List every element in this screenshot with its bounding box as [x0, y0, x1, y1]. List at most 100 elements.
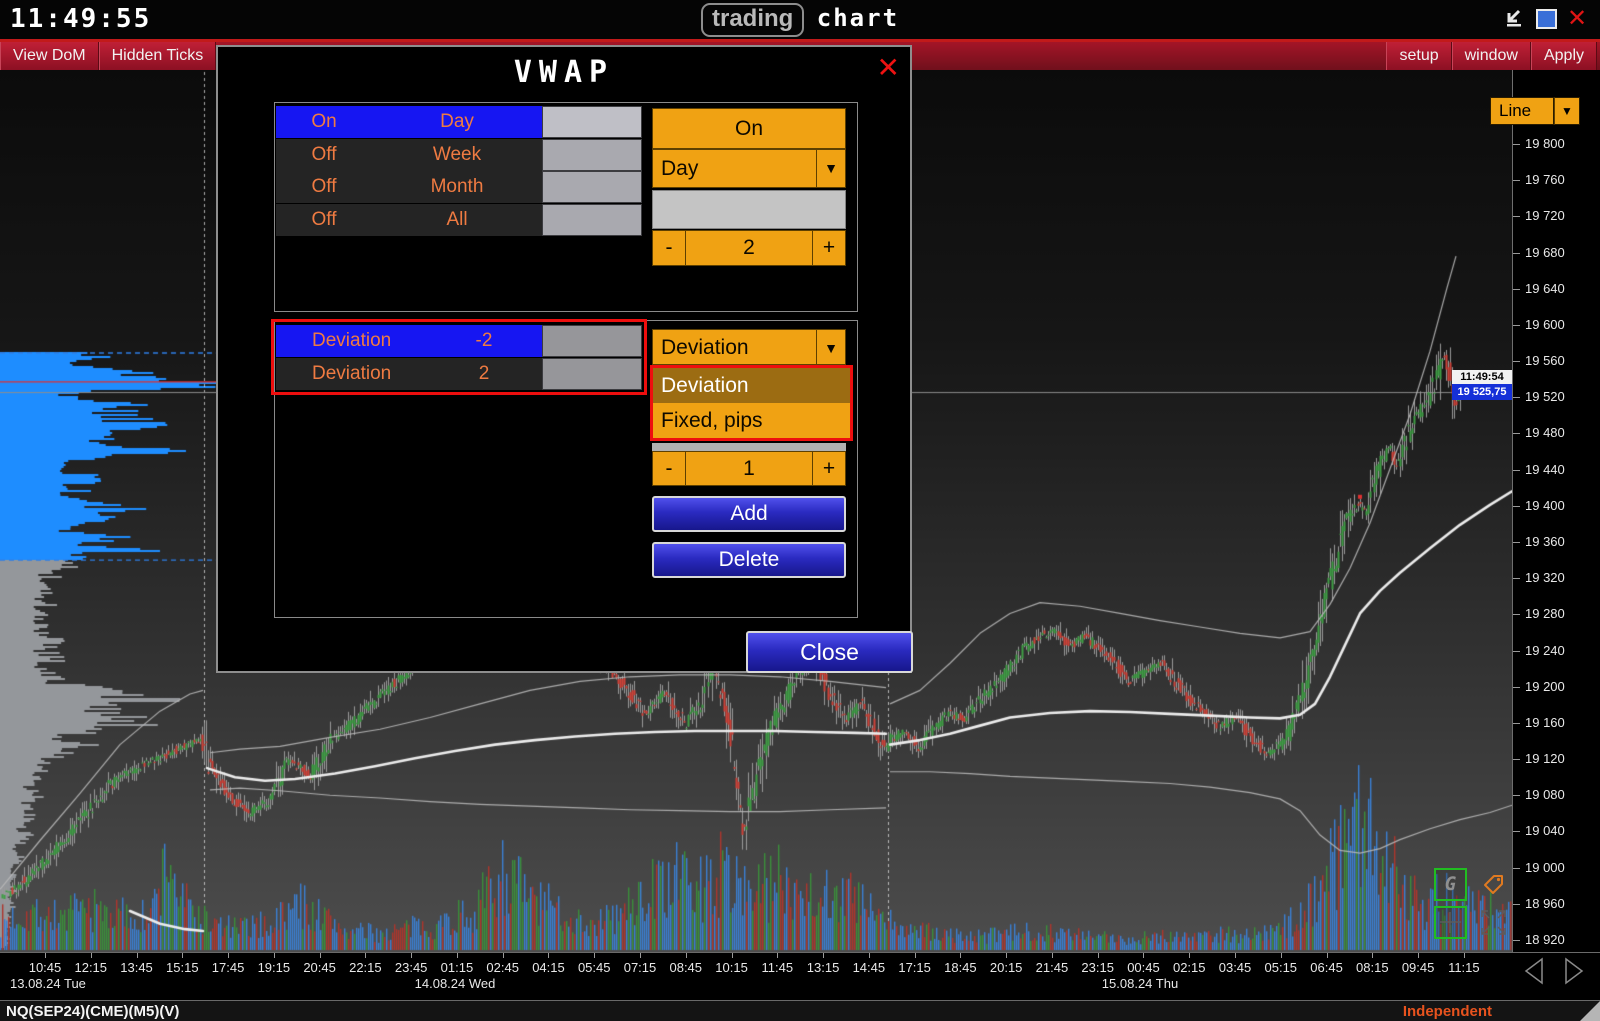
close-button[interactable]: Close: [746, 631, 913, 673]
time-tick-label: 11:15: [1448, 960, 1480, 975]
label-tag-icon[interactable]: [1477, 868, 1510, 901]
price-tick-label: 19 120: [1525, 751, 1565, 767]
price-tick: [1513, 433, 1520, 435]
menu-item-window[interactable]: window: [1451, 42, 1531, 70]
period-row-name: Day: [440, 111, 474, 132]
time-tick: [1143, 953, 1145, 958]
period-row-color-swatch[interactable]: [542, 203, 642, 236]
period-row-color-swatch[interactable]: [542, 138, 642, 171]
time-tick-label: 20:15: [989, 960, 1023, 975]
time-tick: [90, 953, 92, 958]
time-tick-label: 01:15: [440, 960, 474, 975]
logo-trading: trading: [700, 3, 805, 37]
clock: 11:49:55: [10, 4, 152, 34]
grid-toggle-button[interactable]: G: [1434, 868, 1467, 901]
time-tick: [502, 953, 504, 958]
deviation-row[interactable]: Deviation 2: [276, 357, 642, 390]
deviation-row[interactable]: Deviation -2: [276, 325, 642, 357]
time-axis[interactable]: 10:45 12:15 13:45 15:15 17:45 19:15 20:45 22:15…: [0, 952, 1600, 1000]
dialog-title: VWAP: [513, 55, 615, 90]
time-tick-label: 21:45: [1035, 960, 1069, 975]
menu-item-view-dom[interactable]: View DoM: [0, 42, 99, 70]
time-tick: [777, 953, 779, 958]
menu-right-group: setup window Apply: [1386, 42, 1597, 70]
restore-down-icon[interactable]: [1503, 8, 1525, 28]
menu-item-setup[interactable]: setup: [1386, 42, 1452, 70]
period-row[interactable]: Off Week: [276, 138, 642, 171]
time-tick: [548, 953, 550, 958]
menu-item-hidden-ticks[interactable]: Hidden Ticks: [98, 42, 217, 70]
deviation-dropdown-arrow-icon[interactable]: ▼: [816, 330, 845, 364]
expand-icon[interactable]: [1477, 906, 1510, 939]
period-plus-button[interactable]: +: [812, 231, 845, 265]
price-tick-label: 19 680: [1525, 244, 1565, 260]
deviation-row-color-swatch[interactable]: [542, 357, 642, 390]
time-tick: [1097, 953, 1099, 958]
time-tick-label: 02:45: [486, 960, 519, 975]
dropdown-option-deviation[interactable]: Deviation: [653, 368, 850, 403]
period-dropdown-arrow-icon[interactable]: ▼: [816, 150, 845, 187]
period-minus-button[interactable]: -: [653, 231, 686, 265]
price-tick: [1513, 578, 1520, 580]
period-row[interactable]: Off Month: [276, 171, 642, 204]
period-row-state: Off: [311, 143, 337, 165]
period-dropdown-value[interactable]: Day: [661, 157, 699, 180]
deviation-dropdown-open-list: Deviation Fixed, pips: [650, 365, 853, 441]
time-tick-label: 19:15: [257, 960, 291, 975]
time-tick-label: 12:15: [74, 960, 108, 975]
line-style-dropdown-arrow-icon[interactable]: ▼: [1554, 97, 1580, 125]
time-tick-label: 10:45: [28, 960, 62, 975]
resize-grip-icon[interactable]: [1580, 1001, 1600, 1021]
scroll-left-button[interactable]: [1516, 956, 1552, 986]
price-tick-label: 19 520: [1525, 389, 1565, 405]
price-tick: [1513, 397, 1520, 399]
time-tick-label: 17:15: [898, 960, 931, 975]
menu-item-apply[interactable]: Apply: [1530, 42, 1597, 70]
deviation-dropdown-value[interactable]: Deviation: [661, 336, 749, 359]
time-tick: [960, 953, 962, 958]
time-tick-label: 07:15: [623, 960, 657, 975]
add-button[interactable]: Add: [652, 496, 846, 532]
period-stepper-value: 2: [743, 236, 755, 259]
line-style-value[interactable]: Line: [1490, 97, 1554, 125]
crosshair-toggle-button[interactable]: [1434, 906, 1467, 939]
on-off-button[interactable]: On: [652, 108, 846, 149]
time-tick: [594, 953, 596, 958]
dropdown-option-fixed-pips[interactable]: Fixed, pips: [653, 403, 850, 438]
price-tick-label: 19 040: [1525, 823, 1565, 839]
deviation-row-color-swatch[interactable]: [542, 325, 642, 357]
time-tick: [1189, 953, 1191, 958]
deviation-stepper-value: 1: [743, 457, 755, 480]
delete-button[interactable]: Delete: [652, 542, 846, 578]
deviation-row-type: Deviation: [312, 362, 392, 384]
period-row-name: All: [446, 208, 468, 230]
line-style-selector[interactable]: Line ▼: [1490, 97, 1580, 125]
period-row[interactable]: Off All: [276, 203, 642, 236]
price-axis[interactable]: 19 800 19 760 19 720 19 680 19 640 19 600 19 5…: [1512, 70, 1600, 952]
time-tick-label: 05:15: [1264, 960, 1298, 975]
deviation-row-value: 2: [478, 362, 490, 384]
period-row-name: Week: [432, 143, 482, 165]
deviation-plus-button[interactable]: +: [812, 452, 845, 485]
date-label: 13.08.24 Tue: [10, 976, 86, 991]
time-tick-label: 06:45: [1310, 960, 1343, 975]
time-tick: [1372, 953, 1374, 958]
deviation-minus-button[interactable]: -: [653, 452, 686, 485]
period-row-color-swatch[interactable]: [542, 171, 642, 204]
window-close-icon[interactable]: ✕: [1566, 4, 1588, 32]
period-dropdown[interactable]: Day ▼: [652, 149, 846, 188]
price-tick-label: 19 480: [1525, 425, 1565, 441]
dialog-close-icon[interactable]: ✕: [876, 51, 900, 84]
price-tick: [1513, 180, 1520, 182]
time-tick-label: 18:45: [944, 960, 977, 975]
deviation-dropdown[interactable]: Deviation ▼: [652, 329, 846, 365]
maximize-icon[interactable]: [1536, 9, 1557, 29]
period-row-color-swatch[interactable]: [542, 106, 642, 138]
price-tick-label: 19 760: [1525, 172, 1565, 188]
period-row[interactable]: On Day: [276, 106, 642, 138]
menu-left-group: View DoM Hidden Ticks: [0, 42, 217, 70]
scroll-right-button[interactable]: [1556, 956, 1592, 986]
price-tick-label: 18 920: [1525, 932, 1565, 947]
time-tick: [1051, 953, 1053, 958]
color-preview-box[interactable]: [652, 190, 846, 229]
